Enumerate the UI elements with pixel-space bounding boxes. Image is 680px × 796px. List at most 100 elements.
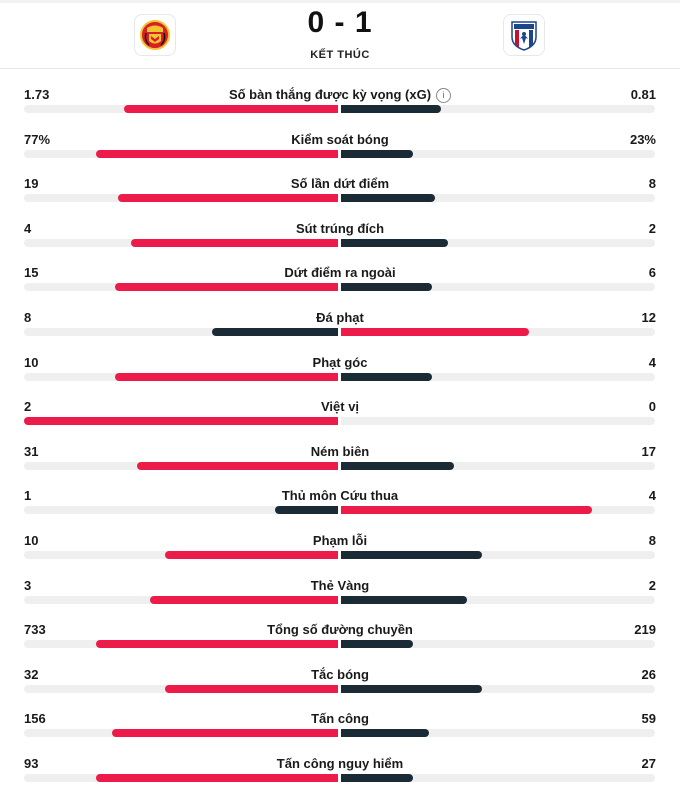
home-stat-value: 3 <box>24 577 32 593</box>
home-stat-bar <box>112 729 338 738</box>
home-stat-bar <box>115 372 338 381</box>
stats-list: 1.73 Số bàn thắng được kỳ vọng (xG) i 0.81 7… <box>0 79 680 793</box>
away-stat-value: 59 <box>641 711 656 727</box>
stat-row: 31 Ném biên 17 <box>0 436 680 481</box>
home-stat-track <box>24 149 338 158</box>
away-stat-value: 2 <box>648 220 656 236</box>
top-divider <box>0 0 680 3</box>
away-stat-bar <box>341 194 435 203</box>
away-stat-bar <box>341 461 454 470</box>
stat-label-text: Đá phạt <box>316 309 364 325</box>
home-stat-value: 15 <box>24 265 39 281</box>
home-stat-track <box>24 729 338 738</box>
home-stat-value: 8 <box>24 309 32 325</box>
crystal-palace-crest-icon <box>511 21 537 51</box>
stat-label-text: Tấn công <box>311 711 369 727</box>
away-stat-bar <box>341 149 413 158</box>
stat-label-text: Phạm lỗi <box>312 532 368 548</box>
away-stat-track <box>341 595 655 604</box>
home-stat-bar <box>96 640 338 649</box>
away-stat-track <box>341 550 655 559</box>
home-stat-track <box>24 327 338 336</box>
stat-label-text: Tắc bóng <box>311 666 369 682</box>
manchester-united-crest-icon <box>140 20 170 50</box>
away-stat-value: 2 <box>648 577 656 593</box>
home-stat-bar <box>131 238 338 247</box>
away-stat-track <box>341 372 655 381</box>
stat-label: Đá phạt <box>0 310 680 325</box>
stat-row: 156 Tấn công 59 <box>0 703 680 748</box>
home-stat-track <box>24 417 338 426</box>
away-stat-bar <box>341 105 441 113</box>
away-stat-value: 17 <box>641 443 656 459</box>
stat-label: Thẻ Vàng <box>0 578 680 593</box>
home-stat-bar <box>137 461 338 470</box>
stat-label: Dứt điểm ra ngoài <box>0 265 680 280</box>
stat-label: Tổng số đường chuyền <box>0 622 680 637</box>
stat-label: Phạt góc <box>0 355 680 370</box>
away-stat-track <box>341 729 655 738</box>
home-stat-bar <box>165 684 338 693</box>
away-stat-track <box>341 506 655 515</box>
stat-row: 1 Thủ môn Cứu thua 4 <box>0 480 680 525</box>
stat-label-text: Số lần dứt điểm <box>290 176 390 192</box>
stat-row: 8 Đá phạt 12 <box>0 302 680 347</box>
home-stat-track <box>24 550 338 559</box>
home-stat-value: 10 <box>24 532 39 548</box>
home-stat-track <box>24 640 338 649</box>
away-stat-track <box>341 105 655 113</box>
stat-row: 19 Số lần dứt điểm 8 <box>0 168 680 213</box>
home-stat-bar <box>124 105 338 113</box>
home-stat-track <box>24 506 338 515</box>
stat-row: 32 Tắc bóng 26 <box>0 659 680 704</box>
away-stat-bar <box>341 640 413 649</box>
away-stat-track <box>341 684 655 693</box>
stat-label-text: Tổng số đường chuyền <box>267 622 413 638</box>
stat-label-text: Việt vị <box>320 399 360 415</box>
home-stat-value: 77% <box>24 131 51 147</box>
match-header: 0 - 1 KẾT THÚC <box>0 0 680 68</box>
away-stat-value: 4 <box>648 488 656 504</box>
away-stat-track <box>341 238 655 247</box>
away-stat-bar <box>341 327 529 336</box>
away-stat-track <box>341 461 655 470</box>
away-stat-track <box>341 194 655 203</box>
home-stat-track <box>24 684 338 693</box>
away-team-badge[interactable] <box>503 14 545 56</box>
away-stat-track <box>341 640 655 649</box>
stat-label-text: Kiểm soát bóng <box>291 131 389 147</box>
home-stat-track <box>24 194 338 203</box>
home-stat-bar <box>165 550 338 559</box>
away-stat-track <box>341 149 655 158</box>
home-team-badge[interactable] <box>134 14 176 56</box>
stat-row: 4 Sút trúng đích 2 <box>0 213 680 258</box>
stat-label-text: Số bàn thắng được kỳ vọng (xG) <box>228 87 432 102</box>
away-stat-bar <box>341 595 467 604</box>
stat-row: 77% Kiểm soát bóng 23% <box>0 124 680 169</box>
home-stat-track <box>24 105 338 113</box>
home-stat-track <box>24 773 338 782</box>
home-stat-value: 10 <box>24 354 39 370</box>
home-stat-value: 733 <box>24 622 46 638</box>
home-stat-value: 31 <box>24 443 39 459</box>
home-stat-track <box>24 283 338 292</box>
stat-label-text: Phạt góc <box>312 354 368 370</box>
stat-label: Kiểm soát bóng <box>0 132 680 147</box>
away-stat-bar <box>341 238 448 247</box>
stat-row: 1.73 Số bàn thắng được kỳ vọng (xG) i 0.81 <box>0 79 680 124</box>
info-icon[interactable]: i <box>436 88 452 103</box>
home-stat-track <box>24 461 338 470</box>
away-stat-value: 4 <box>648 354 656 370</box>
away-stat-value: 0 <box>648 399 656 415</box>
away-stat-value: 0.81 <box>630 87 656 102</box>
home-stat-track <box>24 372 338 381</box>
stat-label: Số lần dứt điểm <box>0 176 680 191</box>
stat-row: 10 Phạt góc 4 <box>0 347 680 392</box>
home-stat-value: 19 <box>24 176 39 192</box>
match-score: 0 - 1 <box>307 6 373 39</box>
stat-row: 15 Dứt điểm ra ngoài 6 <box>0 257 680 302</box>
stat-label-text: Ném biên <box>310 443 370 459</box>
away-stat-value: 27 <box>641 755 656 771</box>
home-stat-track <box>24 238 338 247</box>
home-stat-value: 156 <box>24 711 46 727</box>
